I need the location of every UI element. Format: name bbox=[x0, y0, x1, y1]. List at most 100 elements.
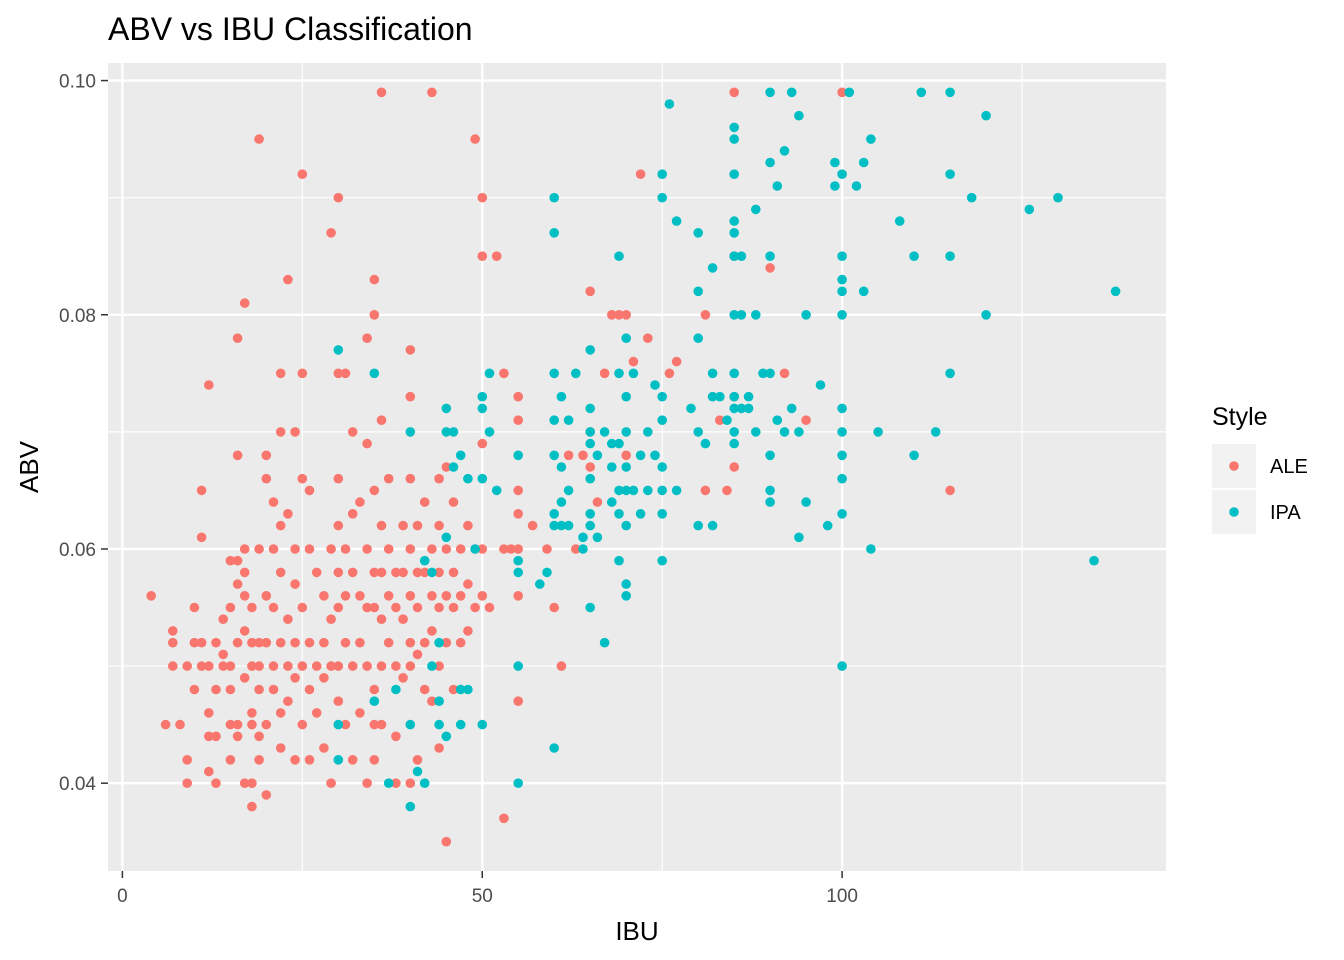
data-point-ale bbox=[527, 520, 538, 531]
data-point-ipa bbox=[715, 391, 725, 402]
data-point-ipa bbox=[837, 251, 847, 261]
data-point-ipa bbox=[585, 345, 595, 355]
data-point-ale bbox=[225, 684, 236, 695]
data-point-ipa bbox=[578, 544, 588, 554]
data-point-ale bbox=[398, 567, 408, 578]
data-point-ipa bbox=[441, 427, 452, 437]
data-point-ipa bbox=[837, 286, 847, 297]
data-point-ipa bbox=[722, 415, 732, 426]
data-point-ipa bbox=[369, 696, 380, 706]
data-point-ale bbox=[369, 274, 380, 285]
data-point-ipa bbox=[945, 169, 955, 179]
data-point-ale bbox=[513, 485, 523, 496]
series-ipa bbox=[333, 87, 1121, 812]
data-point-ipa bbox=[614, 555, 624, 566]
legend-title: Style bbox=[1212, 403, 1268, 431]
data-point-ale bbox=[369, 684, 380, 695]
data-point-ale bbox=[369, 719, 380, 730]
data-point-ipa bbox=[650, 380, 660, 390]
x-tick-label: 0 bbox=[117, 886, 128, 907]
data-point-ale bbox=[290, 544, 300, 554]
data-point-ale bbox=[290, 427, 300, 437]
data-point-ale bbox=[254, 134, 264, 144]
data-point-ale bbox=[326, 614, 336, 624]
data-point-ale bbox=[355, 591, 365, 601]
data-point-ale bbox=[297, 368, 308, 379]
data-point-ale bbox=[470, 602, 480, 613]
data-point-ipa bbox=[549, 415, 559, 426]
data-point-ale bbox=[218, 649, 228, 660]
data-point-ipa bbox=[837, 450, 847, 461]
data-point-ale bbox=[463, 579, 473, 589]
data-point-ale bbox=[542, 544, 552, 554]
data-point-ipa bbox=[707, 391, 718, 402]
data-point-ipa bbox=[837, 403, 847, 414]
data-point-ipa bbox=[837, 509, 847, 519]
data-point-ale bbox=[168, 637, 178, 648]
data-point-ale bbox=[189, 684, 200, 695]
data-point-ale bbox=[333, 473, 344, 484]
data-point-ale bbox=[239, 778, 250, 788]
data-point-ipa bbox=[441, 403, 452, 414]
y-tick-label: 0.08 bbox=[59, 306, 96, 327]
data-point-ipa bbox=[1053, 192, 1063, 203]
data-point-ipa bbox=[729, 134, 739, 144]
data-point-ale bbox=[275, 708, 286, 718]
data-point-ale bbox=[427, 626, 437, 636]
data-point-ale bbox=[455, 544, 466, 554]
data-point-ipa bbox=[621, 391, 631, 402]
data-point-ale bbox=[304, 485, 315, 496]
data-point-ale bbox=[261, 719, 272, 730]
data-point-ale bbox=[232, 579, 243, 589]
data-point-ipa bbox=[434, 719, 444, 730]
data-point-ipa bbox=[585, 473, 595, 484]
data-point-ale bbox=[405, 544, 416, 554]
data-point-ale bbox=[247, 719, 257, 730]
data-point-ipa bbox=[945, 87, 955, 98]
data-point-ale bbox=[225, 555, 236, 566]
data-point-ale bbox=[419, 497, 430, 507]
data-point-ale bbox=[232, 719, 243, 730]
x-axis-title: IBU bbox=[615, 916, 658, 946]
data-point-ale bbox=[275, 368, 286, 379]
data-point-ipa bbox=[441, 731, 452, 742]
data-point-ale bbox=[297, 169, 308, 179]
data-point-ale bbox=[225, 602, 236, 613]
data-point-ale bbox=[326, 544, 336, 554]
data-point-ipa bbox=[592, 532, 603, 543]
data-point-ipa bbox=[830, 157, 840, 168]
data-point-ipa bbox=[621, 520, 631, 531]
data-point-ale bbox=[470, 134, 480, 144]
data-point-ipa bbox=[463, 473, 473, 484]
data-point-ale bbox=[297, 719, 308, 730]
data-point-ipa bbox=[765, 251, 775, 261]
data-point-ale bbox=[369, 755, 380, 765]
data-point-ipa bbox=[729, 228, 739, 238]
data-point-ale bbox=[175, 719, 185, 730]
data-point-ale bbox=[355, 708, 365, 718]
data-point-ipa bbox=[585, 427, 595, 437]
data-point-ipa bbox=[729, 216, 739, 226]
data-point-ale bbox=[268, 497, 279, 507]
data-point-ipa bbox=[549, 450, 559, 461]
data-point-ale bbox=[290, 579, 300, 589]
data-point-ale bbox=[182, 661, 192, 671]
data-point-ale bbox=[225, 755, 236, 765]
data-point-ale bbox=[247, 637, 257, 648]
data-point-ale bbox=[239, 544, 250, 554]
data-point-ale bbox=[326, 661, 336, 671]
data-point-ale bbox=[160, 719, 171, 730]
data-point-ipa bbox=[707, 263, 718, 273]
data-point-ale bbox=[643, 333, 653, 344]
data-point-ipa bbox=[794, 427, 804, 437]
data-point-ale bbox=[189, 637, 200, 648]
data-point-ipa bbox=[477, 473, 488, 484]
data-point-ipa bbox=[556, 391, 567, 402]
data-point-ale bbox=[283, 614, 293, 624]
data-point-ale bbox=[211, 778, 221, 788]
data-point-ipa bbox=[477, 403, 488, 414]
data-point-ipa bbox=[650, 450, 660, 461]
data-point-ale bbox=[405, 391, 416, 402]
data-point-ale bbox=[722, 485, 732, 496]
